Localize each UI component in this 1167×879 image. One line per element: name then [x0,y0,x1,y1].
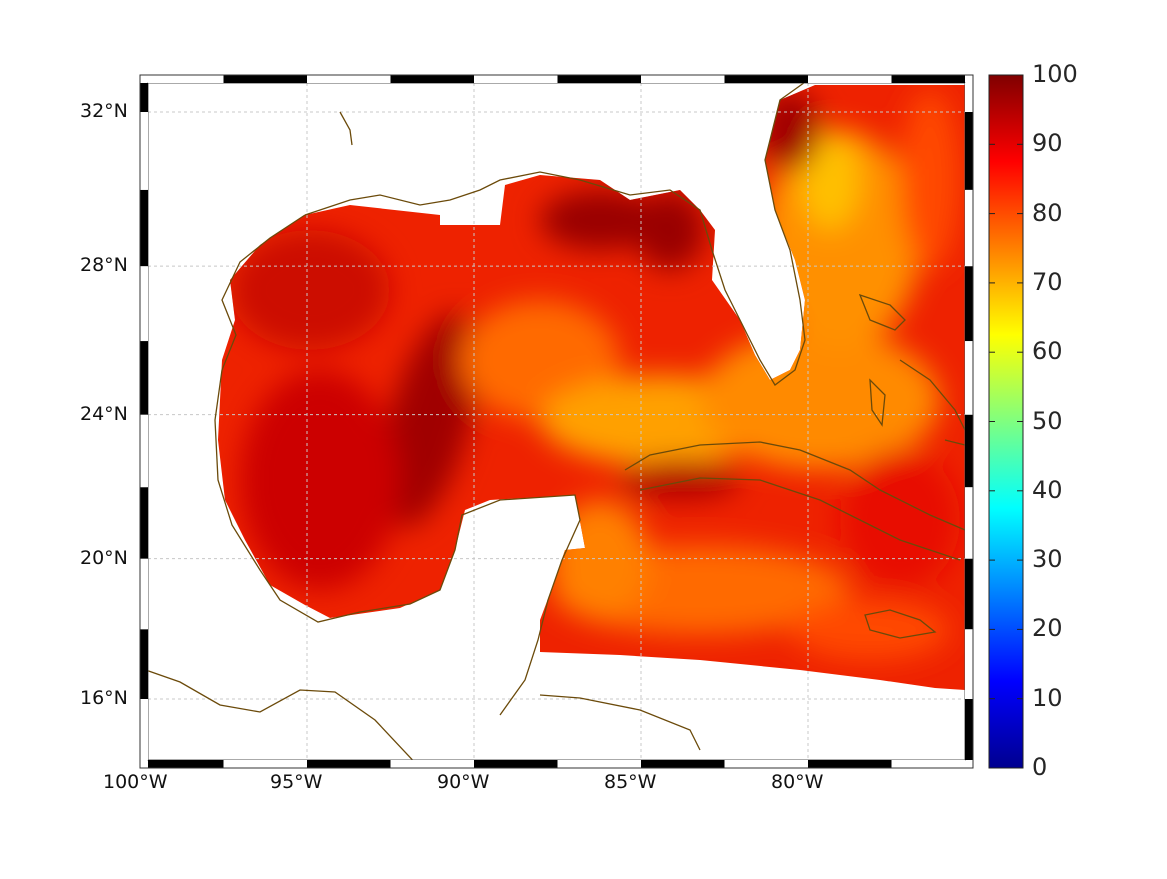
frame-segment [891,75,965,83]
frame-segment [965,266,973,342]
frame-segment [808,75,892,83]
frame-segment [965,558,973,630]
frame-segment [965,112,973,190]
lat-label: 20°N [80,546,128,569]
lat-label: 28°N [80,254,128,277]
frame-segment [557,75,641,83]
frame-segment [140,629,148,699]
frame-segment [724,75,808,83]
colorbar-tick-label: 80 [1032,198,1063,227]
colorbar-tick-label: 50 [1032,406,1063,435]
colorbar-tick-label: 70 [1032,267,1063,296]
colorbar-tick-label: 20 [1032,614,1063,643]
frame-segment [390,760,474,768]
frame-segment [965,487,973,559]
frame-segment [724,760,808,768]
colorbar-tick-label: 30 [1032,545,1063,574]
frame-segment [140,112,148,190]
lon-label: 100°W [103,771,168,793]
frame-segment [140,83,148,112]
lat-label: 32°N [80,100,128,122]
colorbar-tick-label: 90 [1032,129,1063,158]
colorbar-tick-label: 100 [1032,60,1078,88]
frame-segment [140,341,148,415]
frame-segment [965,189,973,267]
frame-segment [140,189,148,267]
frame-segment [148,75,224,83]
frame-segment [808,760,892,768]
colorbar-tick-label: 60 [1032,337,1063,366]
frame-segment [390,75,474,83]
frame-segment [641,760,725,768]
frame-segment [474,760,558,768]
colorbar [988,74,1024,769]
frame-segment [965,629,973,699]
frame-segment [891,760,965,768]
lon-label: 85°W [604,771,657,793]
colorbar-tick-label: 40 [1032,475,1063,504]
coastline [139,74,966,769]
frame-border [139,74,974,769]
frame-segment [148,760,224,768]
lon-label: 90°W [437,771,490,793]
lon-label: 95°W [270,771,323,793]
frame-segment [140,487,148,559]
frame-segment [140,414,148,488]
frame-segment [965,414,973,488]
frame-segment [965,699,973,760]
frame-segment [140,558,148,630]
frame-segment [965,83,973,112]
frame-segment [307,75,391,83]
frame-segment [223,75,307,83]
graticule [148,83,965,760]
frame-segment [223,760,307,768]
lat-label: 16°N [80,687,128,709]
frame-segment [307,760,391,768]
frame-segment [965,341,973,415]
map-frame [139,74,974,769]
lon-label: 80°W [771,771,824,793]
colorbar-tick-label: 0 [1032,753,1048,781]
frame-segment [140,266,148,342]
frame-segment [140,699,148,760]
colorbar-tick-label: 10 [1032,683,1063,712]
frame-segment [557,760,641,768]
frame-segment [641,75,725,83]
frame-segment [474,75,558,83]
lat-label: 24°N [80,402,128,425]
